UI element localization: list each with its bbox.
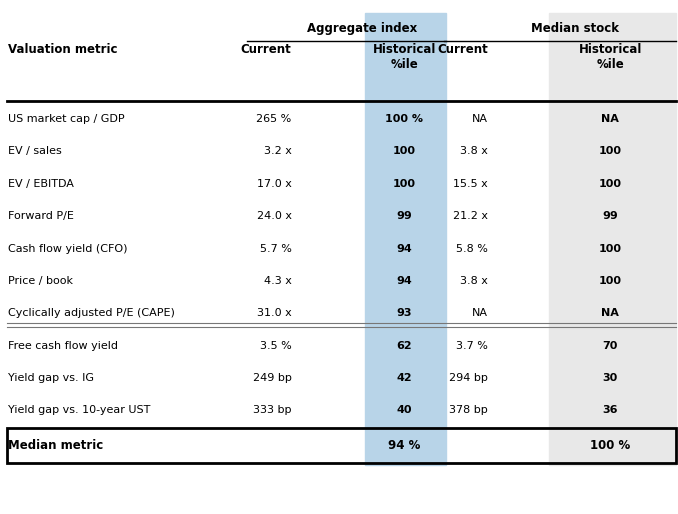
Text: 17.0 x: 17.0 x	[257, 179, 292, 189]
Text: 94: 94	[396, 276, 412, 286]
Text: Yield gap vs. 10-year UST: Yield gap vs. 10-year UST	[8, 406, 151, 415]
Text: 30: 30	[603, 373, 618, 383]
Text: NA: NA	[601, 308, 619, 318]
Text: NA: NA	[601, 114, 619, 124]
Text: 62: 62	[396, 341, 412, 351]
Text: 4.3 x: 4.3 x	[264, 276, 292, 286]
Text: EV / sales: EV / sales	[8, 146, 62, 156]
Text: Current: Current	[241, 43, 292, 56]
Text: 249 bp: 249 bp	[253, 373, 292, 383]
Text: 21.2 x: 21.2 x	[453, 211, 488, 221]
Text: 31.0 x: 31.0 x	[257, 308, 292, 318]
Text: 40: 40	[397, 406, 412, 415]
Text: 100: 100	[599, 146, 622, 156]
Text: 3.2 x: 3.2 x	[264, 146, 292, 156]
Text: Forward P/E: Forward P/E	[8, 211, 74, 221]
Text: 378 bp: 378 bp	[450, 406, 488, 415]
Text: 3.8 x: 3.8 x	[460, 146, 488, 156]
Text: Price / book: Price / book	[8, 276, 73, 286]
Text: 24.0 x: 24.0 x	[256, 211, 292, 221]
Text: 5.8 %: 5.8 %	[456, 244, 488, 253]
Text: Aggregate index: Aggregate index	[307, 22, 417, 35]
Bar	[7, 13, 676, 465]
Text: 94: 94	[396, 244, 412, 253]
Text: 99: 99	[602, 211, 618, 221]
Text: 3.8 x: 3.8 x	[460, 276, 488, 286]
Bar	[549, 13, 676, 465]
Bar	[7, 428, 676, 463]
Text: Yield gap vs. IG: Yield gap vs. IG	[8, 373, 94, 383]
Text: 100: 100	[599, 179, 622, 189]
Text: Cash flow yield (CFO): Cash flow yield (CFO)	[8, 244, 127, 253]
Text: NA: NA	[472, 308, 488, 318]
Text: 100: 100	[599, 244, 622, 253]
Text: 265 %: 265 %	[256, 114, 292, 124]
Text: 333 bp: 333 bp	[253, 406, 292, 415]
Text: 100 %: 100 %	[590, 439, 631, 452]
Text: 99: 99	[396, 211, 412, 221]
Text: Historical
%ile: Historical %ile	[578, 43, 642, 71]
Text: 100: 100	[599, 276, 622, 286]
Text: 42: 42	[396, 373, 412, 383]
Text: 93: 93	[397, 308, 412, 318]
Text: 100 %: 100 %	[385, 114, 423, 124]
Text: NA: NA	[472, 114, 488, 124]
Text: 100: 100	[393, 146, 416, 156]
Text: Historical
%ile: Historical %ile	[372, 43, 436, 71]
Text: 100: 100	[393, 179, 416, 189]
Text: Median metric: Median metric	[8, 439, 103, 452]
Text: 15.5 x: 15.5 x	[454, 179, 488, 189]
Text: 3.5 %: 3.5 %	[260, 341, 292, 351]
Text: 5.7 %: 5.7 %	[260, 244, 292, 253]
Text: 36: 36	[603, 406, 618, 415]
Text: Cyclically adjusted P/E (CAPE): Cyclically adjusted P/E (CAPE)	[8, 308, 175, 318]
Text: 3.7 %: 3.7 %	[456, 341, 488, 351]
Text: Median stock: Median stock	[532, 22, 619, 35]
Text: US market cap / GDP: US market cap / GDP	[8, 114, 125, 124]
Text: 70: 70	[603, 341, 618, 351]
Text: Current: Current	[437, 43, 488, 56]
Bar	[365, 13, 446, 465]
Text: 94 %: 94 %	[388, 439, 420, 452]
Text: EV / EBITDA: EV / EBITDA	[8, 179, 74, 189]
Text: 294 bp: 294 bp	[450, 373, 488, 383]
Text: Free cash flow yield: Free cash flow yield	[8, 341, 118, 351]
Text: Valuation metric: Valuation metric	[8, 43, 118, 56]
